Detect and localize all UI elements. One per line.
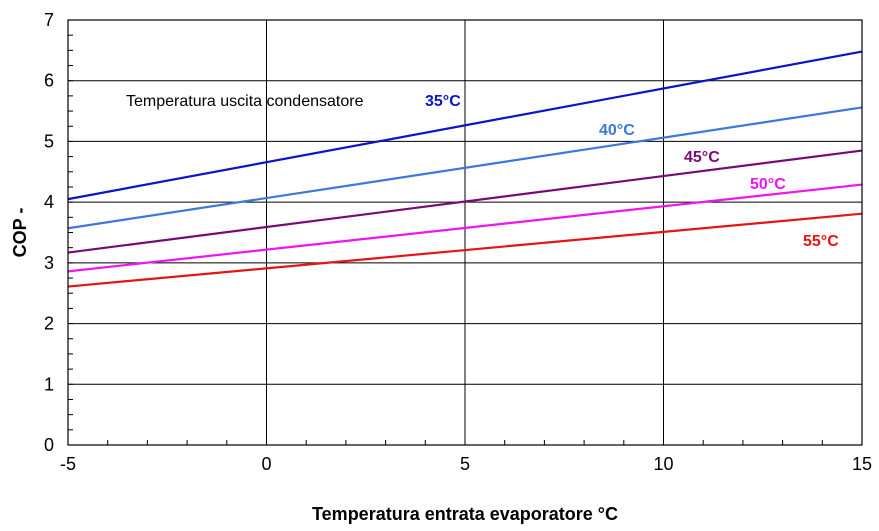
x-tick-labels: -5 0 5 10 15	[60, 454, 872, 474]
series-label-50: 50°C	[750, 176, 786, 193]
series-line-40	[67, 106, 863, 230]
y-tick-label: 1	[44, 374, 54, 394]
y-tick-label: 7	[44, 10, 54, 30]
y-tick-label: 5	[44, 131, 54, 151]
x-tick-label: 15	[852, 454, 872, 474]
series-line-55	[67, 212, 863, 288]
series-labels: Temperatura uscita condensatore 35°C 40°C…	[126, 93, 839, 250]
series-label-45: 45°C	[684, 149, 720, 166]
series-label-55: 55°C	[803, 233, 839, 250]
x-tick-label: 0	[261, 454, 271, 474]
series-line-35	[67, 50, 863, 201]
grid	[67, 19, 863, 446]
y-tick-label: 0	[44, 435, 54, 455]
y-axis-title: COP -	[10, 208, 30, 258]
y-tick-labels: 0 1 2 3 4 5 6 7	[44, 10, 54, 455]
x-axis-title: Temperatura entrata evaporatore °C	[312, 504, 618, 524]
series-label-35: 35°C	[425, 93, 461, 110]
plot-frame	[67, 19, 863, 446]
y-tick-label: 3	[44, 253, 54, 273]
series-label-40: 40°C	[599, 122, 635, 139]
series-lines	[67, 50, 863, 288]
series-line-50	[67, 183, 863, 273]
y-tick-label: 4	[44, 192, 54, 212]
x-tick-label: -5	[60, 454, 76, 474]
annotation-text: Temperatura uscita condensatore	[126, 93, 364, 110]
x-tick-label: 10	[653, 454, 673, 474]
series-line-45	[67, 149, 863, 254]
y-tick-label: 6	[44, 71, 54, 91]
x-tick-label: 5	[460, 454, 470, 474]
y-tick-label: 2	[44, 314, 54, 334]
